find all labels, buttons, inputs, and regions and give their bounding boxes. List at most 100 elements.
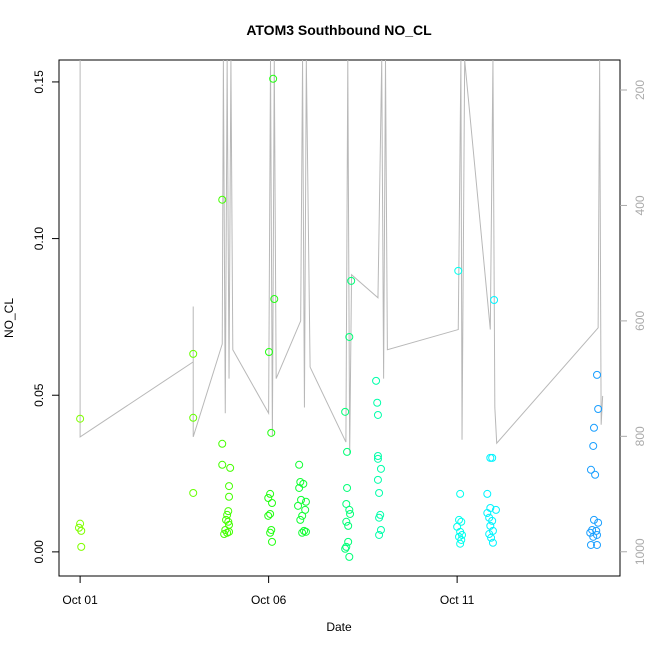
x-tick-label: Oct 01 (62, 593, 98, 607)
point (341, 544, 350, 553)
y2-tick-label: 200 (633, 80, 647, 100)
point (298, 511, 307, 520)
point (375, 530, 384, 539)
point (594, 518, 603, 527)
point (589, 423, 598, 432)
point (77, 542, 86, 551)
point (483, 509, 492, 518)
point (343, 447, 352, 456)
point (266, 509, 275, 518)
plot-area (74, 60, 604, 561)
point (589, 532, 598, 541)
point (295, 460, 304, 469)
point (586, 465, 595, 474)
point (591, 470, 600, 479)
point (373, 410, 382, 419)
point (301, 497, 310, 506)
point (344, 521, 353, 530)
x-axis-label: Date (326, 620, 352, 634)
point (264, 347, 273, 356)
point (594, 405, 603, 414)
point (593, 370, 602, 379)
point (270, 295, 279, 304)
point (343, 483, 352, 492)
point (218, 439, 227, 448)
point (298, 528, 307, 537)
point (220, 530, 229, 539)
point (296, 515, 305, 524)
point (224, 507, 233, 516)
point (225, 482, 234, 491)
point (218, 195, 227, 204)
point (77, 526, 86, 535)
point (76, 414, 85, 423)
point (456, 539, 465, 548)
y-tick-label: 0.00 (32, 540, 46, 564)
point (593, 540, 602, 549)
point (458, 530, 467, 539)
point (345, 332, 354, 341)
point (373, 475, 382, 484)
point (218, 460, 227, 469)
point (454, 266, 463, 275)
point (488, 538, 497, 547)
point (299, 479, 308, 488)
y2-tick-label: 600 (633, 311, 647, 331)
y2-tick-label: 400 (633, 195, 647, 215)
chart-title: ATOM3 Southbound NO_CL (246, 22, 432, 38)
point (345, 505, 354, 514)
point (488, 453, 497, 462)
point (373, 452, 382, 461)
y2-tick-label: 800 (633, 426, 647, 446)
point (457, 535, 466, 544)
point (589, 515, 598, 524)
point (491, 505, 500, 514)
point (269, 74, 278, 83)
point (455, 515, 464, 524)
point (264, 511, 273, 520)
point (456, 489, 465, 498)
point (268, 499, 277, 508)
point (376, 464, 385, 473)
point (301, 527, 310, 536)
point (295, 483, 304, 492)
point (342, 517, 351, 526)
point (589, 441, 598, 450)
plot-box (58, 59, 621, 577)
y-tick-label: 0.05 (32, 383, 46, 407)
x-tick-label: Oct 06 (251, 593, 287, 607)
point (486, 521, 495, 530)
point (488, 516, 497, 525)
point (375, 488, 384, 497)
point (345, 552, 354, 561)
point (189, 349, 198, 358)
x-tick-label: Oct 11 (440, 593, 475, 607)
y-tick-label: 0.15 (32, 70, 46, 94)
point (341, 407, 350, 416)
point (490, 295, 499, 304)
point (485, 530, 494, 539)
point (346, 509, 355, 518)
point (224, 517, 233, 526)
point (294, 501, 303, 510)
point (373, 454, 382, 463)
point (268, 537, 277, 546)
point (189, 488, 198, 497)
point (372, 376, 381, 385)
point (267, 428, 276, 437)
point (376, 525, 385, 534)
point (264, 493, 273, 502)
point (593, 530, 602, 539)
point (226, 463, 235, 472)
y2-tick-label: 1000 (633, 538, 647, 565)
y-tick-label: 0.10 (32, 227, 46, 251)
point (225, 492, 234, 501)
point (189, 413, 198, 422)
point (457, 517, 466, 526)
point (373, 398, 382, 407)
point (266, 489, 275, 498)
point (586, 540, 595, 549)
point (344, 537, 353, 546)
point (347, 276, 356, 285)
